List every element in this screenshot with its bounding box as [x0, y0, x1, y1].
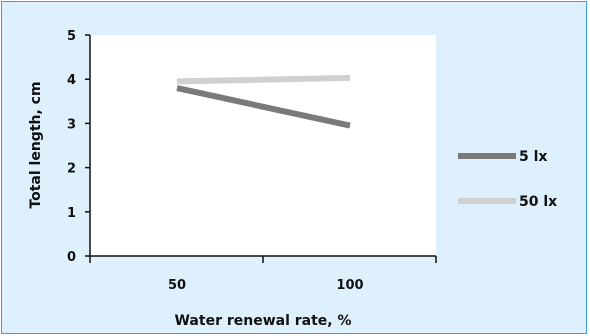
y-tick-label: 4	[67, 73, 76, 88]
x-tick-label: 50	[168, 278, 186, 293]
y-tick-label: 1	[67, 206, 76, 221]
y-tick-label: 0	[67, 250, 76, 265]
y-axis-label: Total length, cm	[28, 81, 44, 208]
legend-label: 5 lx	[519, 149, 547, 165]
x-axis-label: Water renewal rate, %	[174, 313, 351, 329]
series-line-50lx	[176, 74, 351, 85]
plot-area	[90, 35, 436, 256]
legend-label: 50 lx	[519, 194, 557, 210]
y-tick-label: 3	[67, 117, 76, 132]
x-tick-label: 100	[336, 278, 363, 293]
series-line-5lx	[176, 85, 351, 129]
y-tick-label: 2	[67, 162, 76, 177]
y-tick-label: 5	[67, 29, 76, 44]
